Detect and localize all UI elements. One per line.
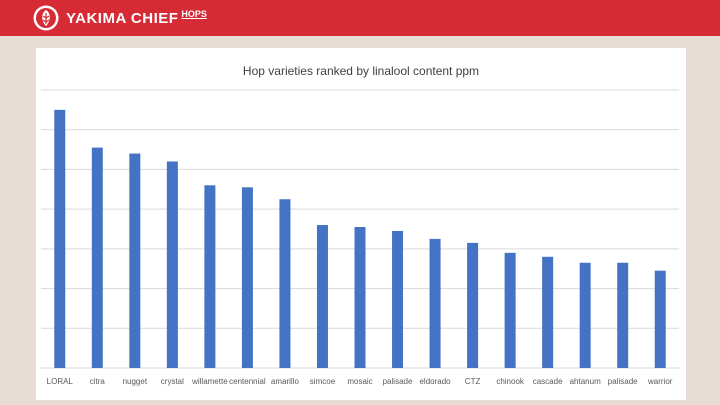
bar-11 [467,242,479,368]
bar-2 [129,153,141,368]
chart-bars [54,109,666,368]
x-tick-label: LORAL [47,377,74,386]
x-tick-label: cascade [533,377,563,386]
x-tick-label: palisade [608,377,638,386]
brand-logo[interactable]: YAKIMA CHIEF HOPS [32,5,207,31]
bar-14 [579,262,591,368]
x-tick-label: simcoe [310,377,336,386]
x-tick-label: palisade [383,377,413,386]
bar-16 [654,270,666,368]
bar-5 [241,187,253,368]
x-tick-label: amarillo [271,377,300,386]
bar-15 [617,262,629,368]
bar-4 [204,185,216,368]
bar-9 [392,230,404,368]
x-tick-label: centennial [229,377,266,386]
hop-cone-icon [33,5,59,31]
bar-7 [316,225,328,368]
bar-3 [166,161,178,368]
x-tick-label: warrior [647,377,673,386]
x-tick-label: willamette [191,377,228,386]
brand-name: YAKIMA CHIEF [66,9,179,27]
x-tick-label: ahtanum [570,377,601,386]
bar-13 [542,256,554,368]
x-tick-label: citra [90,377,106,386]
chart-x-labels: LORAL citra nugget crystal willamette centenn… [47,377,673,386]
chart-title: Hop varieties ranked by linalool content… [242,64,480,78]
bar-12 [504,252,516,368]
x-tick-label: eldorado [419,377,451,386]
x-tick-label: nugget [123,377,148,386]
bar-1 [91,147,103,368]
bar-0 [54,109,66,368]
x-tick-label: mosaic [347,377,372,386]
top-banner: YAKIMA CHIEF HOPS [0,0,720,36]
x-tick-label: crystal [161,377,184,386]
chart-panel: Hop varieties ranked by linalool content… [36,48,686,400]
bar-chart: LORAL citra nugget crystal willamette centenn… [41,89,679,386]
x-tick-label: CTZ [465,377,481,386]
x-tick-label: chinook [496,377,525,386]
brand-suffix: HOPS [181,9,207,19]
bar-8 [354,227,366,368]
bar-6 [279,199,291,368]
bar-10 [429,238,441,368]
